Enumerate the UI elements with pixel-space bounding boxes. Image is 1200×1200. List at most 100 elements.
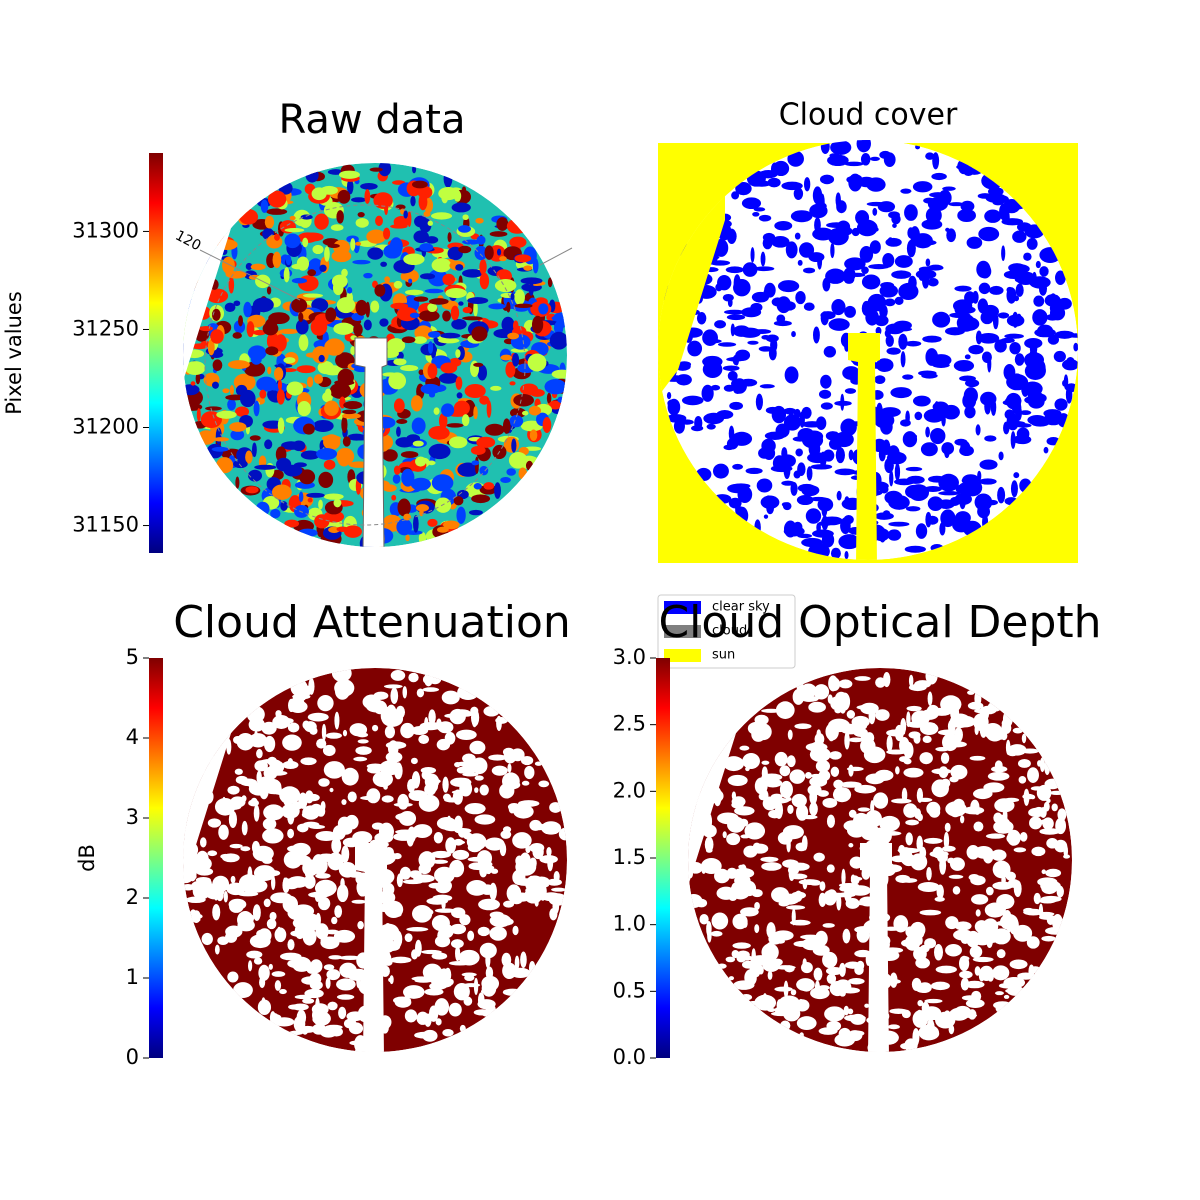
sky-blob <box>761 862 782 871</box>
sky-blob <box>479 259 487 275</box>
sky-blob <box>214 944 220 955</box>
sky-blob <box>840 226 853 236</box>
sky-blob <box>502 826 512 833</box>
sky-blob <box>514 303 533 308</box>
sky-blob <box>900 351 906 368</box>
sky-blob <box>434 998 450 1016</box>
sky-blob <box>908 674 914 687</box>
sky-blob <box>369 167 383 172</box>
sky-blob <box>304 869 313 878</box>
sky-blob <box>473 406 478 420</box>
sky-blob <box>1039 828 1061 835</box>
sky-blob <box>904 204 918 221</box>
sky-blob <box>808 701 826 713</box>
sky-blob <box>195 876 211 883</box>
sky-blob <box>318 354 325 363</box>
sky-blob <box>413 515 419 533</box>
sky-blob <box>427 220 433 226</box>
sky-image <box>688 668 1072 1052</box>
sky-blob <box>395 204 406 210</box>
sky-blob <box>728 425 735 442</box>
sky-blob <box>1049 790 1065 796</box>
sky-blob <box>781 426 790 436</box>
sky-blob <box>1063 854 1071 859</box>
sky-blob <box>284 227 305 233</box>
sky-blob <box>886 729 906 737</box>
sky-blob <box>339 955 361 961</box>
sky-blob <box>815 759 831 773</box>
sky-blob <box>453 709 471 716</box>
sky-blob <box>373 192 393 209</box>
sky-blob <box>441 690 460 705</box>
sky-blob <box>532 257 539 274</box>
sky-blob <box>464 802 486 815</box>
sky-blob <box>245 878 268 893</box>
sky-blob <box>810 464 833 470</box>
sky-blob <box>717 963 727 969</box>
sky-blob <box>1050 293 1057 303</box>
sky-blob <box>357 920 364 930</box>
sky-blob <box>925 152 935 160</box>
sky-blob <box>813 852 825 862</box>
sky-blob <box>839 990 846 997</box>
sky-blob <box>928 475 946 483</box>
sky-blob <box>311 187 327 201</box>
sky-blob <box>733 274 741 292</box>
sky-blob <box>786 755 796 768</box>
sky-blob <box>865 810 882 828</box>
sky-blob <box>401 468 415 487</box>
sky-blob <box>790 919 811 926</box>
sky-blob <box>333 498 342 508</box>
sky-blob <box>422 963 443 981</box>
sky-blob <box>898 333 908 350</box>
sky-blob <box>992 199 1004 206</box>
sky-blob <box>237 919 255 932</box>
sky-blob <box>926 866 932 881</box>
sky-blob <box>1027 414 1047 426</box>
sky-blob <box>341 415 348 433</box>
sky-blob <box>485 966 494 980</box>
sky-blob <box>462 772 479 777</box>
sky-blob <box>1006 286 1013 293</box>
sky-shadow-mask <box>354 337 388 547</box>
sky-blob <box>889 1008 908 1014</box>
sky-blob <box>284 233 301 249</box>
sky-blob <box>405 534 410 542</box>
sky-blob <box>441 819 463 832</box>
sky-blob <box>761 708 782 713</box>
sky-blob <box>886 735 893 752</box>
sky-blob <box>347 791 357 803</box>
sky-blob <box>900 419 911 427</box>
sky-blob <box>923 408 945 423</box>
colorbar <box>149 658 163 1058</box>
sky-blob <box>253 804 260 822</box>
sky-blob <box>1051 803 1058 812</box>
sky-blob <box>880 282 895 289</box>
sky-blob <box>948 202 965 207</box>
sky-blob <box>445 837 457 854</box>
sky-blob <box>308 678 315 695</box>
sky-blob <box>318 499 323 510</box>
sky-blob <box>442 776 449 793</box>
sky-blob <box>410 757 418 765</box>
sky-blob <box>988 285 1004 295</box>
sky-blob <box>383 783 388 790</box>
sky-blob <box>925 511 932 528</box>
sky-blob <box>475 217 484 224</box>
sky-blob <box>379 318 389 327</box>
sky-blob <box>826 889 838 904</box>
sky-blob <box>843 1005 849 1016</box>
sky-blob <box>484 245 494 260</box>
sky-blob <box>985 833 1006 839</box>
sky-blob <box>413 230 429 244</box>
sky-blob <box>232 332 242 339</box>
sky-blob <box>257 999 272 1015</box>
sky-blob <box>805 772 812 779</box>
sky-blob <box>847 1008 854 1015</box>
sky-blob <box>245 450 253 464</box>
sky-blob <box>791 793 807 808</box>
colorbar-tick-label: 5 <box>126 645 139 669</box>
sky-blob <box>912 181 933 193</box>
sky-blob <box>456 729 477 740</box>
